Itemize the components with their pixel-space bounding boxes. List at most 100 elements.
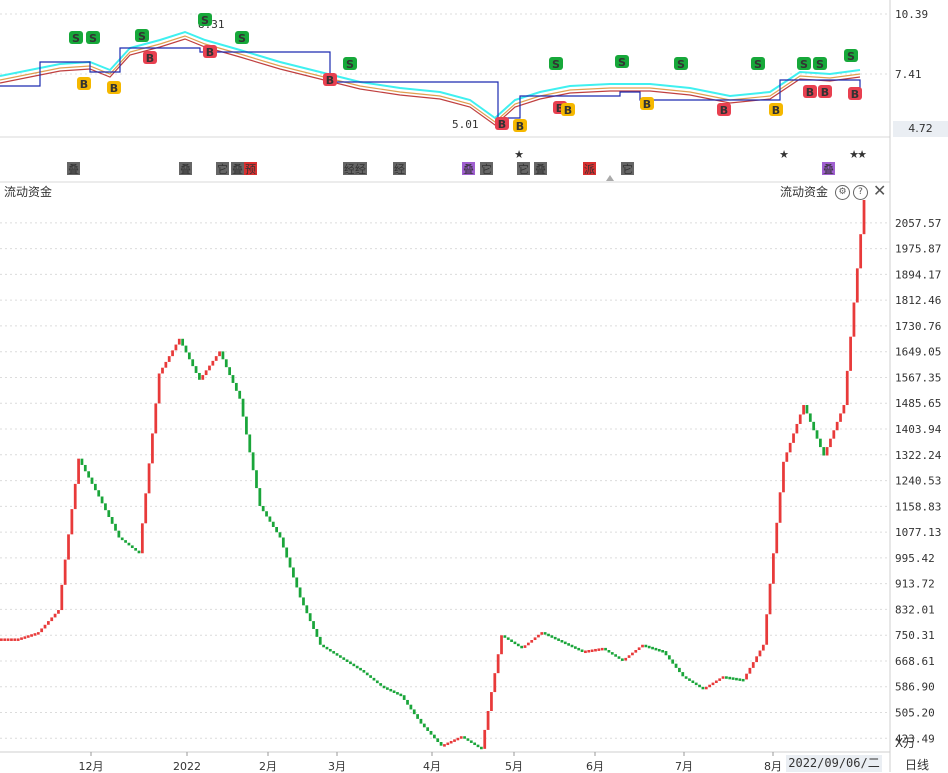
star-icon: ★ <box>857 148 867 161</box>
unit-label: X万 <box>895 736 916 750</box>
sell-signal-icon <box>844 49 858 62</box>
cursor-date: 2022/09/06/二 <box>786 755 882 772</box>
liquidity-bar <box>137 550 141 554</box>
liquidity-bar <box>483 729 487 749</box>
sell-signal-icon <box>797 57 811 70</box>
liquidity-bar <box>795 423 799 434</box>
liquidity-bar <box>657 648 661 652</box>
buy-signal-label: B <box>516 120 524 133</box>
liquidity-bar <box>778 492 782 523</box>
buy-signal-label: B <box>556 102 564 115</box>
liquidity-bar <box>285 547 289 558</box>
event-tag-label: 叠 <box>68 163 79 176</box>
sell-signal-icon <box>674 57 688 70</box>
sell-signal-icon <box>751 57 765 70</box>
liquidity-bar <box>57 610 60 614</box>
liquidity-bar <box>144 493 148 524</box>
close-icon[interactable]: ✕ <box>873 181 887 200</box>
liquidity-bar <box>238 390 242 399</box>
x-tick-label: 6月 <box>586 760 604 772</box>
liquidity-bar <box>161 367 164 374</box>
liquidity-bar <box>768 583 772 615</box>
liquidity-bar <box>704 686 708 690</box>
liquidity-bar <box>654 647 658 651</box>
help-icon[interactable]: ? <box>853 185 868 200</box>
liquidity-bar <box>315 628 319 637</box>
y-tick-label: 423.49 <box>895 732 935 745</box>
liquidity-bar <box>26 635 30 638</box>
period-label[interactable]: 日线 <box>905 758 930 772</box>
liquidity-bar <box>194 366 198 373</box>
liquidity-bar <box>90 477 94 484</box>
liquidity-bar <box>265 511 268 517</box>
liquidity-bar <box>130 545 134 549</box>
buy-signal-label: B <box>498 118 506 131</box>
liquidity-bar <box>755 656 758 663</box>
y-tick-label: 1240.53 <box>895 475 941 488</box>
liquidity-bar <box>211 360 215 366</box>
liquidity-bar <box>839 413 842 422</box>
liquidity-bar <box>664 651 668 656</box>
liquidity-bar <box>433 734 436 739</box>
liquidity-bar <box>174 344 178 351</box>
liquidity-bar <box>587 650 591 653</box>
liquidity-bar <box>667 655 671 660</box>
sell-signal-icon <box>135 29 149 42</box>
liquidity-bar <box>775 522 779 554</box>
liquidity-bar <box>412 709 416 715</box>
liquidity-bar <box>805 405 809 414</box>
sell-signal-label: S <box>201 14 209 27</box>
liquidity-bar <box>312 621 315 629</box>
liquidity-bar <box>134 548 138 551</box>
liquidity-bar <box>446 742 450 746</box>
liquidity-bar <box>620 658 624 661</box>
liquidity-bar <box>651 646 654 650</box>
liquidity-bar <box>456 737 460 741</box>
liquidity-bar <box>271 521 275 527</box>
liquidity-bar <box>624 657 628 661</box>
liquidity-bar <box>560 640 564 643</box>
x-tick-label: 12月 <box>79 760 104 772</box>
liquidity-bar <box>862 200 866 235</box>
liquidity-bar <box>120 537 124 541</box>
indicator-title: 流动资金 <box>4 185 53 199</box>
liquidity-bar <box>547 633 550 637</box>
event-tag <box>583 162 596 175</box>
liquidity-bar <box>419 718 423 724</box>
event-tag-label: 它 <box>622 162 633 176</box>
liquidity-bar <box>33 633 37 636</box>
liquidity-bar <box>738 678 742 681</box>
liquidity-bar <box>396 692 399 695</box>
liquidity-bar <box>614 654 618 657</box>
liquidity-bar <box>60 584 64 611</box>
sell-signal-icon <box>235 31 249 44</box>
liquidity-bar <box>714 680 718 684</box>
buy-signal-label: B <box>326 74 334 87</box>
liquidity-bar <box>439 742 443 746</box>
liquidity-bar <box>859 234 863 269</box>
liquidity-bar <box>208 365 211 371</box>
liquidity-bar <box>694 682 698 686</box>
liquidity-bar <box>523 645 527 648</box>
settings-icon[interactable]: ⚙ <box>835 185 850 200</box>
liquidity-bar <box>533 637 537 641</box>
star-icon: ★ <box>779 148 789 161</box>
liquidity-bar <box>399 693 403 697</box>
liquidity-bar <box>631 652 634 656</box>
x-tick-label: 8月 <box>764 760 782 772</box>
event-tag <box>393 162 406 175</box>
liquidity-bar <box>506 637 510 640</box>
liquidity-bar <box>97 490 101 497</box>
y-tick-label: 1812.46 <box>895 294 941 307</box>
sell-signal-label: S <box>346 58 354 71</box>
event-tag <box>354 162 367 175</box>
x-tick-label: 5月 <box>505 760 523 772</box>
buy-signal-label: B <box>206 46 214 59</box>
liquidity-bar <box>104 503 107 511</box>
event-tag <box>343 162 356 175</box>
top-panel-price-lines: 8.315.01 <box>0 18 861 131</box>
liquidity-bar <box>802 405 805 415</box>
event-tag-label: 经 <box>344 163 355 176</box>
